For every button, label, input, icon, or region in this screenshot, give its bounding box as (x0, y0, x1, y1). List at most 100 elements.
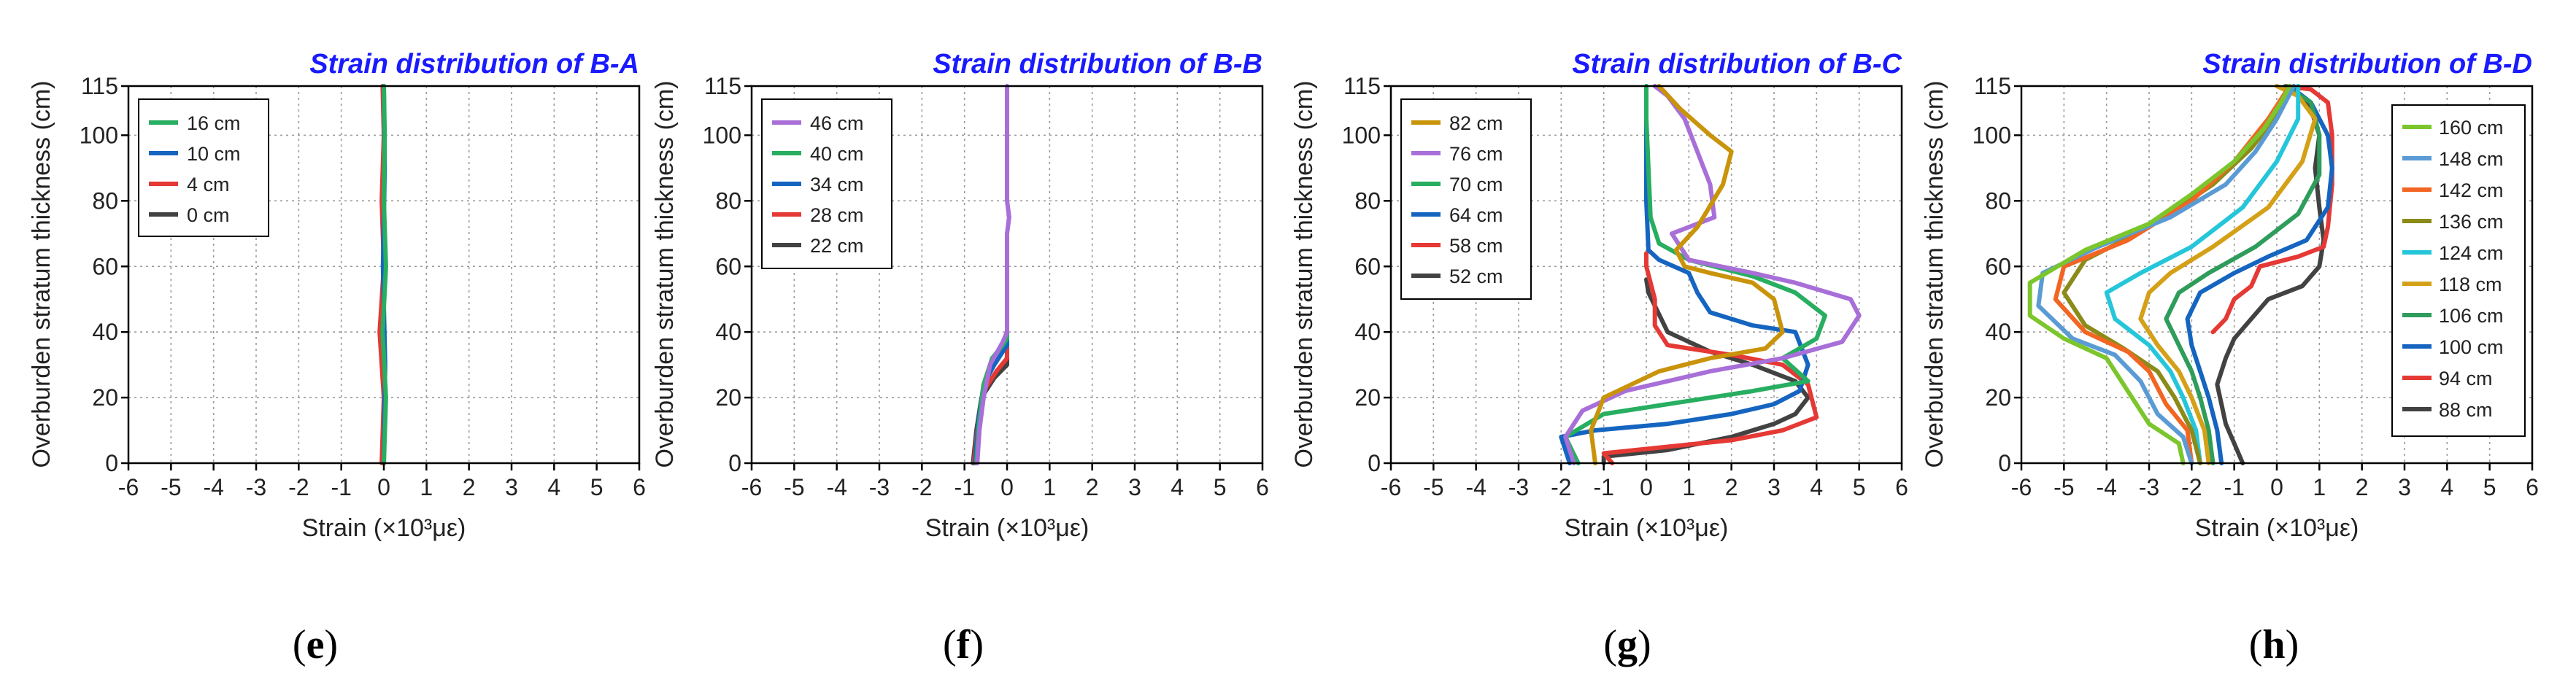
x-tick-label-e-3: -3 (246, 474, 266, 500)
legend-h: 160 cm 148 cm 142 cm 136 cm 124 cm 118 c… (2391, 104, 2526, 437)
series-line-g-4 (1601, 251, 1819, 465)
x-tick-label-f-9: 3 (1128, 474, 1141, 500)
x-tick-label-g-2: -4 (1465, 474, 1486, 500)
y-tick-label-f-6: 115 (704, 73, 741, 99)
x-tick-label-f-10: 4 (1171, 474, 1184, 500)
legend-label-h-3: 136 cm (2439, 211, 2504, 233)
y-axis-label-g: Overburden stratum thickness (cm) (1290, 81, 1318, 468)
y-tick-label-f-5: 100 (703, 122, 741, 148)
y-tick-label-f-1: 20 (715, 384, 741, 411)
x-tick-label-f-11: 5 (1214, 474, 1227, 500)
panel-letter-g: (g) (1603, 622, 1651, 667)
x-tick-label-h-8: 2 (2356, 474, 2369, 500)
y-tick-label-e-5: 100 (80, 122, 118, 148)
chart-title-h: Strain distribution of B-D (2202, 49, 2532, 80)
legend-label-h-6: 106 cm (2439, 305, 2504, 327)
y-tick-label-f-4: 80 (715, 187, 741, 214)
legend-e: 16 cm 10 cm 4 cm 0 cm (138, 98, 269, 237)
legend-label-h-8: 94 cm (2439, 368, 2493, 389)
y-tick-label-e-1: 20 (92, 384, 118, 411)
series-line-h-6 (2164, 84, 2322, 465)
y-tick-label-f-3: 60 (715, 253, 741, 279)
x-tick-label-h-4: -2 (2181, 474, 2202, 500)
series-line-h-3 (2062, 84, 2297, 465)
legend-label-g-3: 64 cm (1449, 204, 1503, 226)
y-tick-label-h-5: 100 (1973, 122, 2011, 148)
legend-label-h-1: 148 cm (2439, 148, 2504, 170)
x-tick-label-f-7: 1 (1043, 474, 1056, 500)
x-tick-label-h-6: 0 (2270, 474, 2283, 500)
y-tick-label-g-4: 80 (1354, 187, 1381, 214)
y-tick-label-g-0: 0 (1368, 450, 1381, 476)
grid-f (752, 86, 1262, 463)
legend-label-f-0: 46 cm (810, 112, 864, 134)
series-line-h-7 (2185, 84, 2334, 465)
legend-label-f-4: 22 cm (810, 235, 864, 257)
series-line-g-0 (1589, 84, 1785, 465)
legend-label-h-7: 100 cm (2439, 336, 2504, 358)
y-tick-label-h-3: 60 (1985, 253, 2011, 279)
series-line-f-0 (975, 84, 1011, 465)
legend-label-g-2: 70 cm (1449, 174, 1503, 195)
series-line-g-3 (1559, 84, 1810, 465)
x-tick-label-f-1: -5 (784, 474, 804, 500)
x-tick-label-g-4: -2 (1551, 474, 1571, 500)
legend-label-h-4: 124 cm (2439, 242, 2504, 264)
x-tick-label-h-9: 3 (2398, 474, 2411, 500)
y-tick-label-f-2: 40 (715, 319, 741, 345)
legend-label-g-5: 52 cm (1449, 265, 1503, 287)
x-tick-label-e-2: -4 (203, 474, 223, 500)
x-tick-label-f-8: 2 (1086, 474, 1099, 500)
x-tick-label-e-5: -1 (331, 474, 351, 500)
x-tick-label-h-1: -5 (2054, 474, 2074, 500)
panel-letter-h: (h) (2249, 622, 2299, 667)
x-tick-label-e-12: 6 (633, 474, 646, 500)
x-tick-label-h-3: -3 (2139, 474, 2159, 500)
legend-label-g-4: 58 cm (1449, 235, 1503, 257)
y-tick-label-g-2: 40 (1354, 319, 1381, 345)
y-tick-label-g-1: 20 (1354, 384, 1381, 411)
legend-label-e-1: 10 cm (187, 143, 241, 165)
series-line-h-0 (2027, 84, 2292, 465)
series-group-h (2027, 84, 2334, 465)
legend-box-g (1400, 98, 1532, 300)
x-tick-label-f-5: -1 (954, 474, 974, 500)
x-tick-label-h-0: -6 (2011, 474, 2032, 500)
y-tick-label-g-5: 100 (1342, 122, 1381, 148)
y-tick-label-h-4: 80 (1985, 187, 2011, 214)
y-axis-label-f: Overburden stratum thickness (cm) (651, 81, 679, 468)
x-tick-label-f-2: -4 (826, 474, 847, 500)
x-tick-label-g-3: -3 (1508, 474, 1529, 500)
y-axis-label-h: Overburden stratum thickness (cm) (1921, 81, 1948, 468)
series-group-e (377, 84, 388, 465)
legend-label-e-0: 16 cm (187, 112, 241, 134)
y-tick-label-f-0: 0 (728, 450, 741, 476)
y-tick-label-e-3: 60 (92, 253, 118, 279)
x-tick-label-f-6: 0 (1000, 474, 1014, 500)
series-line-g-1 (1563, 84, 1862, 465)
legend-label-f-3: 28 cm (810, 204, 864, 226)
legend-label-e-2: 4 cm (187, 174, 230, 195)
x-tick-label-h-10: 4 (2440, 474, 2453, 500)
y-tick-label-e-6: 115 (81, 73, 118, 99)
y-tick-label-e-4: 80 (92, 187, 118, 214)
x-tick-label-g-5: -1 (1593, 474, 1613, 500)
x-tick-label-g-11: 5 (1853, 474, 1866, 500)
x-tick-label-e-8: 2 (463, 474, 476, 500)
series-line-e-0 (380, 84, 388, 465)
series-line-h-9 (2215, 84, 2326, 465)
y-tick-label-h-1: 20 (1985, 384, 2011, 411)
legend-label-g-1: 76 cm (1449, 143, 1503, 165)
y-tick-label-h-2: 40 (1985, 319, 2011, 345)
x-axis-label-e: Strain (×10³με) (302, 514, 466, 542)
x-tick-label-f-0: -6 (741, 474, 762, 500)
legend-label-g-0: 82 cm (1449, 112, 1503, 134)
x-axis-label-f: Strain (×10³με) (925, 514, 1090, 542)
series-line-h-8 (2210, 84, 2334, 335)
y-tick-label-e-2: 40 (92, 319, 118, 345)
